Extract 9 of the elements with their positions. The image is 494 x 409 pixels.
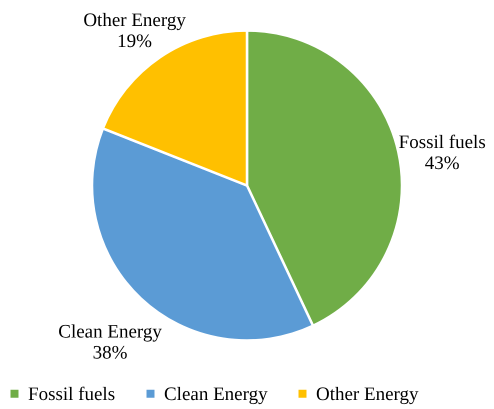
slice-label: Fossil fuels [398,132,486,153]
legend-label: Fossil fuels [28,384,116,405]
data-label: 43% [424,152,460,174]
data-label: 38% [92,342,128,364]
slice-label: Clean Energy [58,321,162,342]
data-label: 19% [117,31,152,52]
legend-label: Clean Energy [164,384,268,405]
legend-label: Other Energy [316,384,420,405]
slice-label: Other Energy [83,10,186,32]
